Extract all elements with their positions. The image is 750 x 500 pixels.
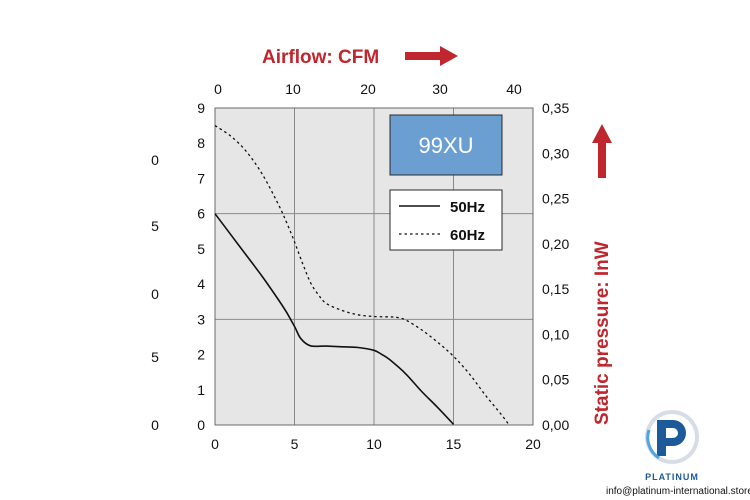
bottom-tick-label: 20 bbox=[525, 436, 541, 452]
left-tick-label: 6 bbox=[197, 206, 205, 222]
top-tick-label: 20 bbox=[360, 81, 376, 97]
bottom-tick-label: 5 bbox=[291, 436, 299, 452]
left-tick-label: 9 bbox=[197, 100, 205, 116]
partial-tick-label: 5 bbox=[151, 349, 159, 365]
right-tick-label: 0,35 bbox=[542, 100, 569, 116]
legend-label-50hz: 50Hz bbox=[450, 199, 485, 216]
left-tick-label: 1 bbox=[197, 382, 205, 398]
right-arrow-icon bbox=[592, 124, 612, 178]
right-tick-label: 0,00 bbox=[542, 417, 569, 433]
platinum-logo bbox=[645, 410, 699, 464]
bottom-tick-label: 15 bbox=[446, 436, 462, 452]
partial-left-axis-ticks: 0 5 0 5 0 bbox=[151, 152, 159, 433]
left-tick-label: 2 bbox=[197, 347, 205, 363]
model-badge bbox=[389, 114, 503, 176]
right-tick-label: 0,25 bbox=[542, 191, 569, 207]
top-tick-label: 0 bbox=[214, 81, 222, 97]
bottom-tick-label: 10 bbox=[366, 436, 382, 452]
contact-email: info@platinum-international.store bbox=[606, 486, 750, 497]
left-tick-label: 3 bbox=[197, 311, 205, 327]
logo-text: PLATINUM bbox=[645, 472, 699, 482]
top-arrow-icon bbox=[405, 46, 458, 66]
top-axis-ticks: 0 10 20 30 40 bbox=[214, 81, 522, 97]
top-tick-label: 40 bbox=[506, 81, 522, 97]
left-tick-label: 4 bbox=[197, 276, 205, 292]
top-tick-label: 10 bbox=[285, 81, 301, 97]
legend-label-60hz: 60Hz bbox=[450, 227, 485, 244]
right-axis-title: Static pressure: InW bbox=[592, 241, 613, 425]
right-tick-label: 0,10 bbox=[542, 326, 569, 342]
bottom-axis-ticks: 0 5 10 15 20 bbox=[211, 436, 541, 452]
right-tick-label: 0,30 bbox=[542, 145, 569, 161]
right-tick-label: 0,20 bbox=[542, 236, 569, 252]
partial-tick-label: 0 bbox=[151, 286, 159, 302]
top-axis-title: Airflow: CFM bbox=[262, 47, 379, 68]
left-tick-label: 8 bbox=[197, 135, 205, 151]
legend bbox=[389, 189, 503, 251]
right-axis-ticks: 0,00 0,05 0,10 0,15 0,20 0,25 0,30 0,35 bbox=[542, 100, 569, 433]
right-tick-label: 0,15 bbox=[542, 281, 569, 297]
partial-tick-label: 0 bbox=[151, 152, 159, 168]
bottom-tick-label: 0 bbox=[211, 436, 219, 452]
right-tick-label: 0,05 bbox=[542, 372, 569, 388]
plot-frame bbox=[214, 107, 534, 426]
partial-tick-label: 0 bbox=[151, 417, 159, 433]
top-tick-label: 30 bbox=[432, 81, 448, 97]
left-tick-label: 5 bbox=[197, 241, 205, 257]
left-tick-label: 0 bbox=[197, 417, 205, 433]
series-line-50hz bbox=[214, 213, 455, 425]
left-axis-ticks: 0 1 2 3 4 5 6 7 8 9 bbox=[197, 100, 205, 433]
model-badge-label: 99XU bbox=[418, 133, 473, 158]
series-line-60hz bbox=[214, 125, 510, 426]
left-tick-label: 7 bbox=[197, 170, 205, 186]
partial-tick-label: 5 bbox=[151, 218, 159, 234]
